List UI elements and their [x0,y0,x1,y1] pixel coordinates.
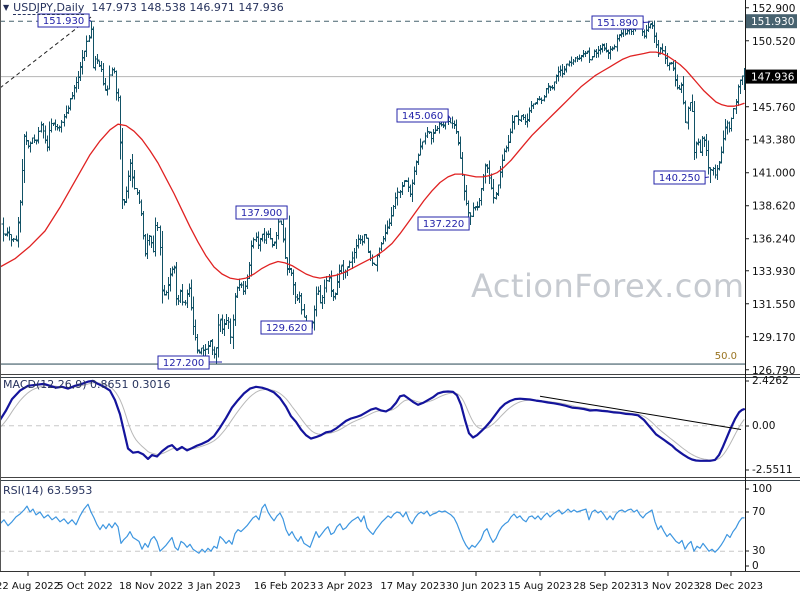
date-axis-label: 28 Dec 2023 [699,581,763,592]
date-axis-label: 16 Feb 2023 [254,581,316,592]
price-annotation-box[interactable] [396,108,449,123]
price-annotation-box[interactable] [260,320,313,335]
price-axis-label: 145.760 [752,102,795,114]
symbol-legend: ▼ USDJPY,Daily 147.973 148.538 146.971 147… [3,1,284,15]
price-annotation-label: 151.890 [597,18,638,29]
ohlc-values: 147.973 148.538 146.971 147.936 [91,1,284,14]
fib-50-label: 50.0 [715,351,737,362]
price-annotation-box[interactable] [235,205,288,220]
price-axis-label: 152.900 [752,3,795,15]
axis-price-chip-label: 151.930 [751,16,794,28]
price-axis-label: 129.170 [752,332,795,344]
date-axis-label: 3 Jan 2023 [187,581,241,592]
date-axis-label: 22 Aug 2022 [0,581,60,592]
macd-axis-label: -2.5511 [752,464,793,476]
price-axis-label: 133.930 [752,266,795,278]
date-axis-label: 30 Jun 2023 [446,581,506,592]
price-axis-label: 138.620 [752,201,795,213]
date-axis-label: 13 Nov 2023 [636,581,700,592]
price-annotation-box[interactable] [653,170,706,185]
moving-average-line [0,51,745,281]
date-axis-label: 17 May 2023 [380,581,445,592]
date-axis-label: 15 Aug 2023 [508,581,572,592]
price-annotation-label: 140.250 [659,173,700,184]
price-axis[interactable] [746,0,800,571]
date-axis-label: 3 Apr 2023 [317,581,372,592]
symbol-name: USDJPY,Daily [13,1,85,15]
macd-trendline[interactable] [539,395,742,430]
price-axis-label: 150.520 [752,36,795,48]
price-annotation-label: 137.900 [241,208,282,219]
price-annotation-label: 129.620 [266,323,307,334]
rsi-axis-label: 70 [752,506,765,518]
macd-axis-label: 2.4262 [752,375,789,387]
price-axis-label: 136.240 [752,234,795,246]
price-annotation-box[interactable] [591,15,644,30]
annotation-connector [643,21,651,23]
collapse-indicator-icon[interactable]: ▼ [3,3,10,12]
rsi-axis-label: 30 [752,545,765,557]
trendline-diagonal-dashed[interactable] [0,16,92,89]
rsi-axis-label: 100 [752,483,772,495]
rsi-axis-label: 0 [752,560,759,572]
axis-price-chip [746,14,797,29]
rsi-line [0,503,745,554]
price-annotation-label: 151.930 [43,16,84,27]
price-annotation-label: 137.220 [423,219,464,230]
price-annotation-box[interactable] [37,13,90,28]
price-axis-label: 131.550 [752,299,795,311]
price-annotation-box[interactable] [417,216,470,231]
price-annotation-box[interactable] [157,355,210,370]
time-axis[interactable] [0,572,800,600]
macd-axis-label: 0.00 [752,420,775,432]
macd-legend: MACD(12,26,9) 0.8651 0.3016 [3,378,171,391]
date-axis-label: 28 Sep 2023 [573,581,636,592]
price-annotation-label: 127.200 [163,358,204,369]
axis-price-chip [746,69,797,84]
watermark: ActionForex.com [471,267,745,305]
date-axis-label: 18 Nov 2022 [119,581,183,592]
price-axis-label: 143.380 [752,135,795,147]
axis-price-chip-label: 147.936 [751,72,795,84]
annotation-connector [705,176,710,178]
price-axis-label: 126.790 [752,365,795,377]
price-axis-label: 141.000 [752,168,795,180]
ohlc-bars [1,20,747,365]
rsi-legend: RSI(14) 63.5953 [3,484,93,497]
date-axis-label: 5 Oct 2022 [57,581,112,592]
macd-line [0,379,746,462]
price-annotation-label: 145.060 [402,111,443,122]
